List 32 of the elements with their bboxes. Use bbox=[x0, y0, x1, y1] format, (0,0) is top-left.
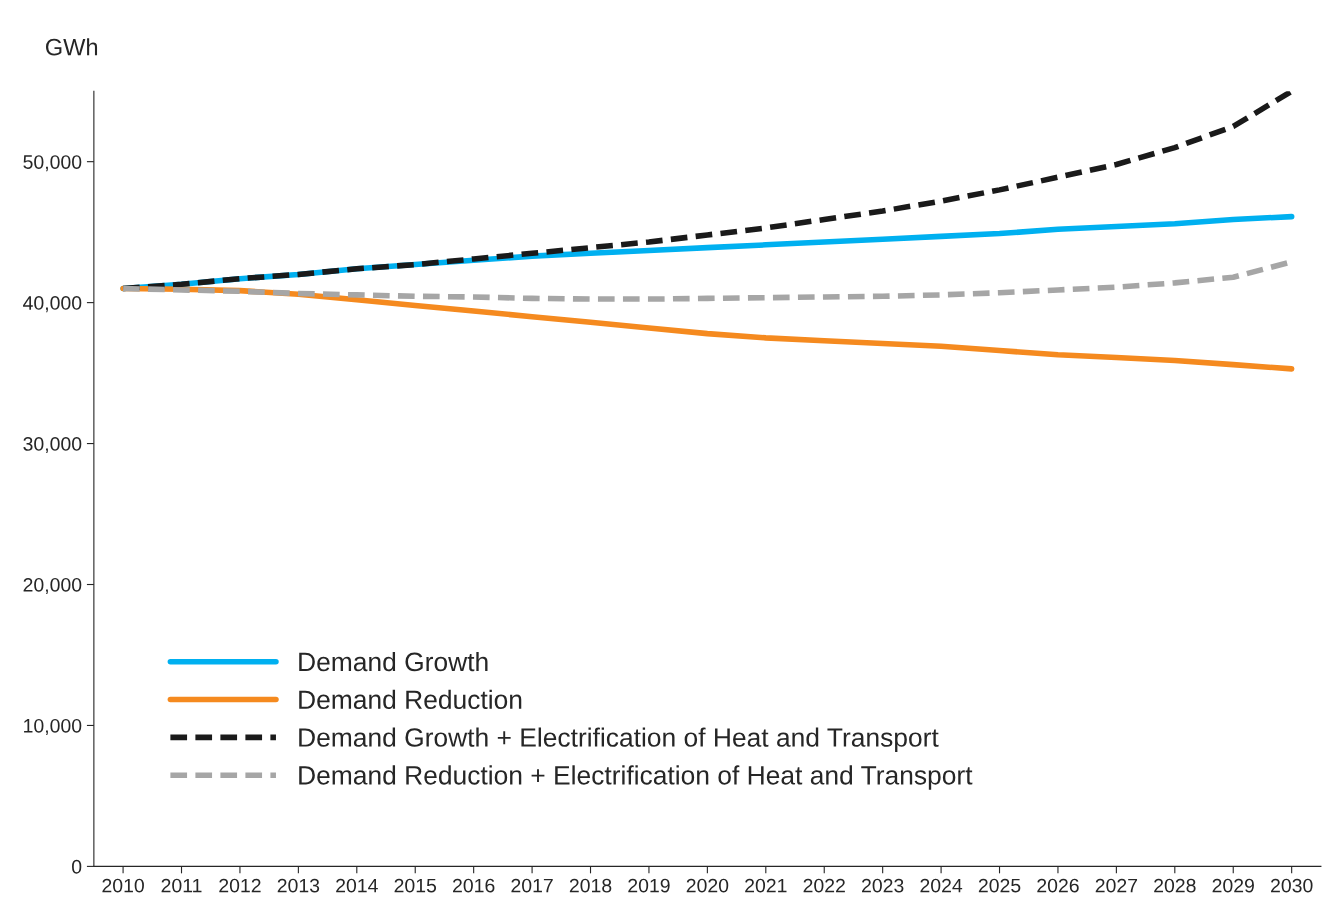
x-tick-label: 2030 bbox=[1271, 878, 1313, 893]
legend-label: Demand Reduction bbox=[299, 689, 522, 710]
x-tick-label: 2026 bbox=[1037, 878, 1079, 893]
x-tick-label: 2014 bbox=[336, 878, 378, 893]
x-tick-label: 2019 bbox=[628, 878, 670, 893]
x-tick-label: 2017 bbox=[511, 878, 553, 893]
x-tick-label: 2011 bbox=[161, 878, 202, 893]
y-tick-label: 30,000 bbox=[23, 437, 82, 454]
x-tick-label: 2029 bbox=[1212, 878, 1254, 893]
x-tick-label: 2022 bbox=[803, 878, 845, 893]
y-tick-label: 50,000 bbox=[23, 155, 82, 172]
x-tick-label: 2015 bbox=[394, 878, 437, 893]
x-tick-label: 2023 bbox=[862, 878, 904, 893]
y-tick-label: 20,000 bbox=[23, 577, 82, 595]
x-tick-label: 2013 bbox=[277, 878, 320, 893]
legend-label: Demand Reduction + Electrification of Heat and Transport bbox=[299, 765, 973, 790]
x-tick-label: 2028 bbox=[1154, 878, 1196, 893]
y-tick-label: 40,000 bbox=[23, 296, 82, 313]
legend-label: Demand Growth + Electrification of Heat and Transport bbox=[299, 727, 939, 753]
x-tick-label: 2027 bbox=[1095, 878, 1138, 893]
legend-label: Demand Growth bbox=[299, 651, 488, 672]
x-tick-label: 2025 bbox=[978, 878, 1021, 893]
x-tick-label: 2024 bbox=[920, 878, 963, 893]
y-axis-title: GWh bbox=[45, 38, 98, 56]
x-tick-label: 2021 bbox=[745, 878, 787, 893]
x-tick-label: 2018 bbox=[569, 878, 612, 893]
y-tick-label: 0 bbox=[72, 859, 82, 874]
x-tick-label: 2020 bbox=[686, 878, 729, 893]
y-tick-label: 10,000 bbox=[24, 718, 82, 735]
x-tick-label: 2012 bbox=[219, 878, 261, 893]
x-tick-label: 2016 bbox=[453, 878, 495, 893]
x-tick-label: 2010 bbox=[102, 878, 144, 893]
